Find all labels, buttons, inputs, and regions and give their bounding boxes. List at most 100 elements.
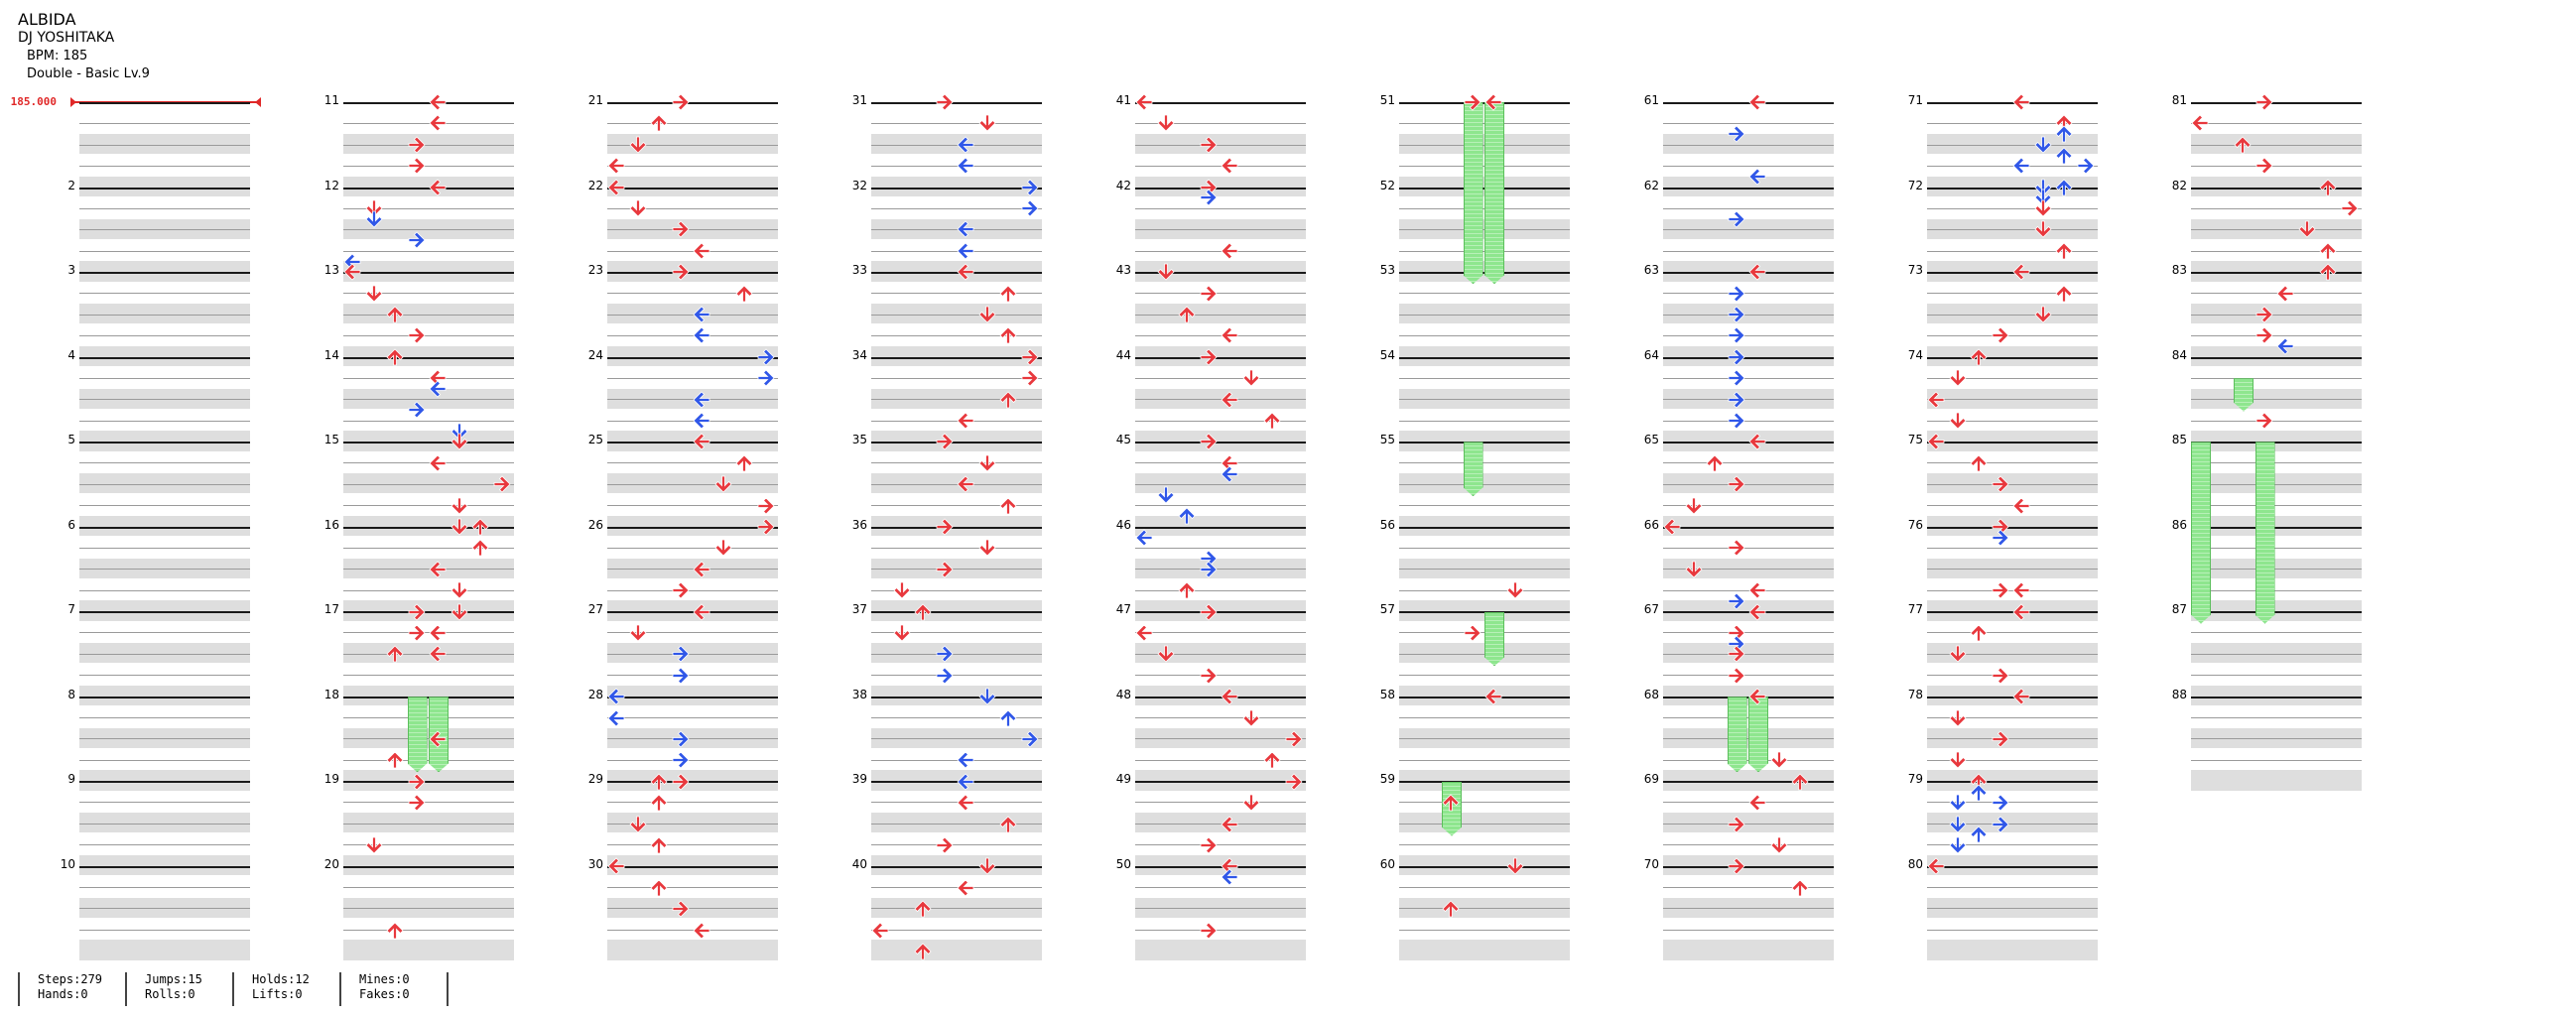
step-note-right	[1199, 284, 1219, 308]
step-note-right	[1199, 560, 1219, 583]
measure-number: 77	[1907, 602, 1923, 616]
beat-line	[343, 462, 514, 464]
measure-line	[1663, 781, 1834, 783]
measure-line	[1927, 696, 2098, 698]
beat-row	[79, 685, 250, 706]
beat-line	[343, 207, 514, 209]
step-note-left	[956, 793, 975, 817]
step-note-left	[2011, 687, 2031, 710]
beat-line	[343, 335, 514, 337]
beat-row	[871, 304, 1042, 324]
beat-line	[2191, 293, 2362, 295]
measure-line	[1927, 442, 2098, 444]
beat-line	[79, 335, 250, 337]
beat-line	[1663, 547, 1834, 549]
beat-row	[871, 176, 1042, 197]
beat-line	[1135, 547, 1306, 549]
step-note-up	[1969, 453, 1989, 477]
beat-line	[2191, 738, 2362, 740]
beat-line	[2191, 483, 2362, 485]
beat-row	[1663, 345, 1834, 367]
step-note-left	[1220, 241, 1239, 265]
step-note-right	[2254, 92, 2274, 116]
beat-line	[607, 420, 778, 422]
beat-line	[343, 144, 514, 146]
step-note-right	[935, 432, 955, 455]
beat-line	[1927, 759, 2098, 761]
step-note-down	[450, 432, 469, 455]
measure-line	[871, 102, 1042, 104]
step-note-left	[1747, 793, 1767, 817]
measure-number: 34	[851, 347, 867, 362]
measure-line	[1927, 187, 2098, 190]
step-note-down	[713, 538, 733, 562]
step-note-right	[671, 644, 691, 668]
measure-number: 26	[587, 517, 603, 532]
beat-line	[871, 207, 1042, 209]
step-note-up	[913, 899, 933, 923]
step-note-left	[2190, 113, 2210, 137]
measure-number: 17	[323, 602, 339, 616]
beat-line	[607, 675, 778, 677]
beat-line	[1399, 823, 1570, 825]
step-note-left	[2011, 92, 2031, 116]
step-note-left	[956, 156, 975, 180]
step-note-right	[935, 666, 955, 690]
step-note-left	[1134, 92, 1154, 116]
step-note-right	[1727, 666, 1746, 690]
measure-line	[1399, 865, 1570, 868]
beat-line	[79, 293, 250, 295]
beat-row	[1663, 940, 1834, 960]
measure-line	[871, 696, 1042, 698]
beat-line	[1927, 144, 2098, 146]
beat-row	[607, 643, 778, 664]
step-note-left	[692, 602, 711, 626]
measure-number: 42	[1115, 178, 1131, 192]
step-note-up	[1177, 305, 1197, 328]
measure-line	[2191, 356, 2362, 359]
beat-row	[1399, 515, 1570, 537]
step-note-left	[428, 623, 448, 647]
step-note-left	[1220, 390, 1239, 414]
step-note-up	[2318, 178, 2338, 201]
step-note-down	[2033, 178, 2053, 201]
step-note-left	[692, 325, 711, 349]
step-note-right	[935, 644, 955, 668]
step-note-up	[1969, 623, 1989, 647]
beat-line	[607, 250, 778, 252]
measure-number: 5	[67, 433, 75, 446]
beat-row	[1135, 388, 1306, 409]
step-note-left	[956, 772, 975, 796]
step-note-left	[2275, 336, 2295, 360]
step-note-left	[692, 390, 711, 414]
step-note-left	[342, 262, 362, 286]
beat-line	[1927, 166, 2098, 168]
step-note-down	[892, 580, 912, 604]
beat-row	[1135, 813, 1306, 833]
beat-line	[1927, 589, 2098, 591]
measure-number: 39	[851, 772, 867, 786]
step-note-down	[1241, 708, 1261, 732]
beat-line	[871, 483, 1042, 485]
measure-line	[1135, 781, 1306, 783]
beat-line	[871, 675, 1042, 677]
beat-line	[79, 589, 250, 591]
step-note-up	[385, 921, 405, 945]
beat-row	[2191, 643, 2362, 664]
beat-row	[1663, 473, 1834, 494]
step-note-up	[1441, 899, 1461, 923]
beat-row	[79, 134, 250, 155]
beat-row	[871, 770, 1042, 791]
beat-row	[1927, 643, 2098, 664]
beat-row	[79, 218, 250, 239]
step-note-down	[2297, 219, 2317, 243]
beat-row	[1399, 685, 1570, 706]
beat-row	[1927, 345, 2098, 367]
hold-note	[1484, 102, 1504, 284]
beat-line	[607, 377, 778, 379]
beat-line	[2191, 632, 2362, 634]
step-note-right	[1020, 729, 1040, 753]
measure-number: 64	[1643, 347, 1659, 362]
beat-row	[1135, 515, 1306, 537]
step-note-down	[1684, 496, 1704, 520]
